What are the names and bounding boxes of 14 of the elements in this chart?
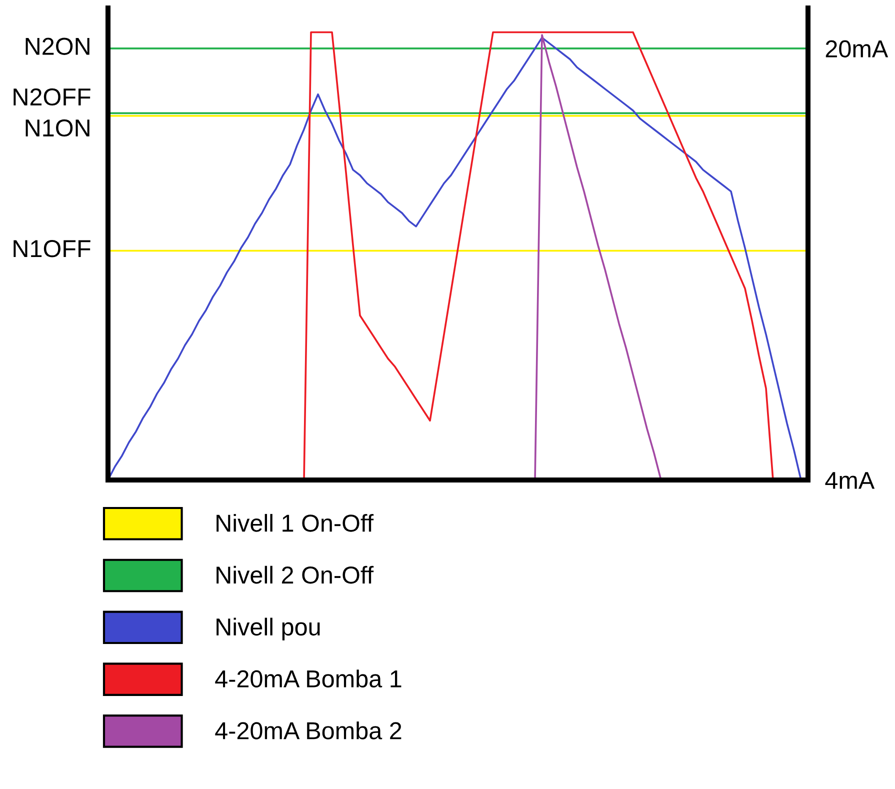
ref-line-label: N1OFF xyxy=(14,240,90,258)
legend-label: Nivell 1 On-Off xyxy=(216,514,374,532)
ref-line-label: N2ON xyxy=(26,38,90,55)
legend-label: Nivell 2 On-Off xyxy=(216,566,374,584)
y-tick-label: 4mA xyxy=(825,472,875,489)
line-series xyxy=(534,34,662,480)
ref-line-label: N2OFF xyxy=(14,88,90,106)
y-tick-label: 20mA xyxy=(826,40,888,58)
legend-label: 4-20mA Bomba 2 xyxy=(215,722,402,740)
line-series xyxy=(108,36,802,480)
line-series xyxy=(303,31,774,480)
legend-label: 4-20mA Bomba 1 xyxy=(215,670,402,688)
legend-label: Nivell pou xyxy=(216,618,320,640)
ref-line-label: N1ON xyxy=(26,119,90,137)
